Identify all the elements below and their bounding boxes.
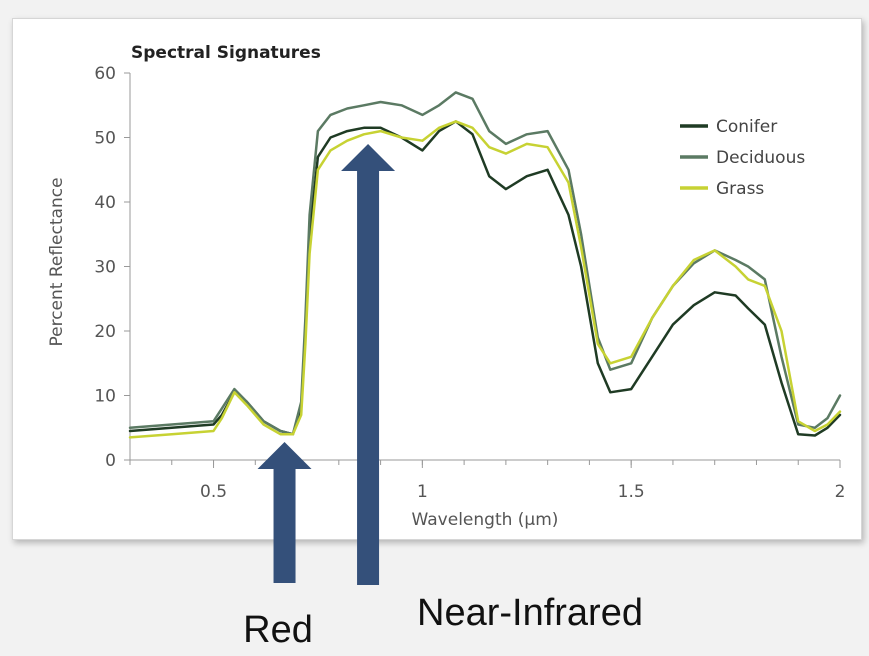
y-tick-label: 60: [94, 64, 116, 84]
axis-ticks: 0 10 20 30 40 50 60 0.5 1 1.5 2: [94, 64, 845, 502]
data-series: [128, 91, 842, 439]
y-tick-label: 50: [94, 129, 116, 149]
chart-card: [12, 18, 862, 540]
series-line-deciduous: [128, 91, 842, 436]
x-tick-label: 1.5: [618, 482, 645, 502]
y-tick-label: 20: [94, 322, 116, 342]
y-tick-label: 0: [105, 451, 116, 471]
y-tick-label: 10: [94, 387, 116, 407]
series-line-grass: [128, 120, 842, 439]
annotation-arrow-red: [257, 442, 312, 583]
y-tick-label: 30: [94, 258, 116, 278]
x-tick-label: 1: [417, 482, 428, 502]
annotation-label-red: Red: [243, 609, 313, 651]
x-axis-label: Wavelength (µm): [412, 510, 559, 530]
series-line-conifer: [128, 120, 842, 437]
legend: Conifer Deciduous Grass: [680, 117, 805, 199]
x-tick-label: 2: [835, 482, 846, 502]
annotation-label-near-infrared: Near-Infrared: [417, 592, 643, 634]
legend-label: Deciduous: [716, 148, 805, 168]
x-tick-label: 0.5: [200, 482, 227, 502]
chart-title: Spectral Signatures: [131, 43, 321, 63]
y-tick-label: 40: [94, 193, 116, 213]
y-axis-label: Percent Reflectance: [47, 177, 67, 346]
annotations: Red Near-Infrared: [243, 144, 643, 651]
legend-label: Grass: [716, 179, 764, 199]
legend-label: Conifer: [716, 117, 777, 137]
annotation-arrow-near-infrared: [341, 144, 396, 585]
